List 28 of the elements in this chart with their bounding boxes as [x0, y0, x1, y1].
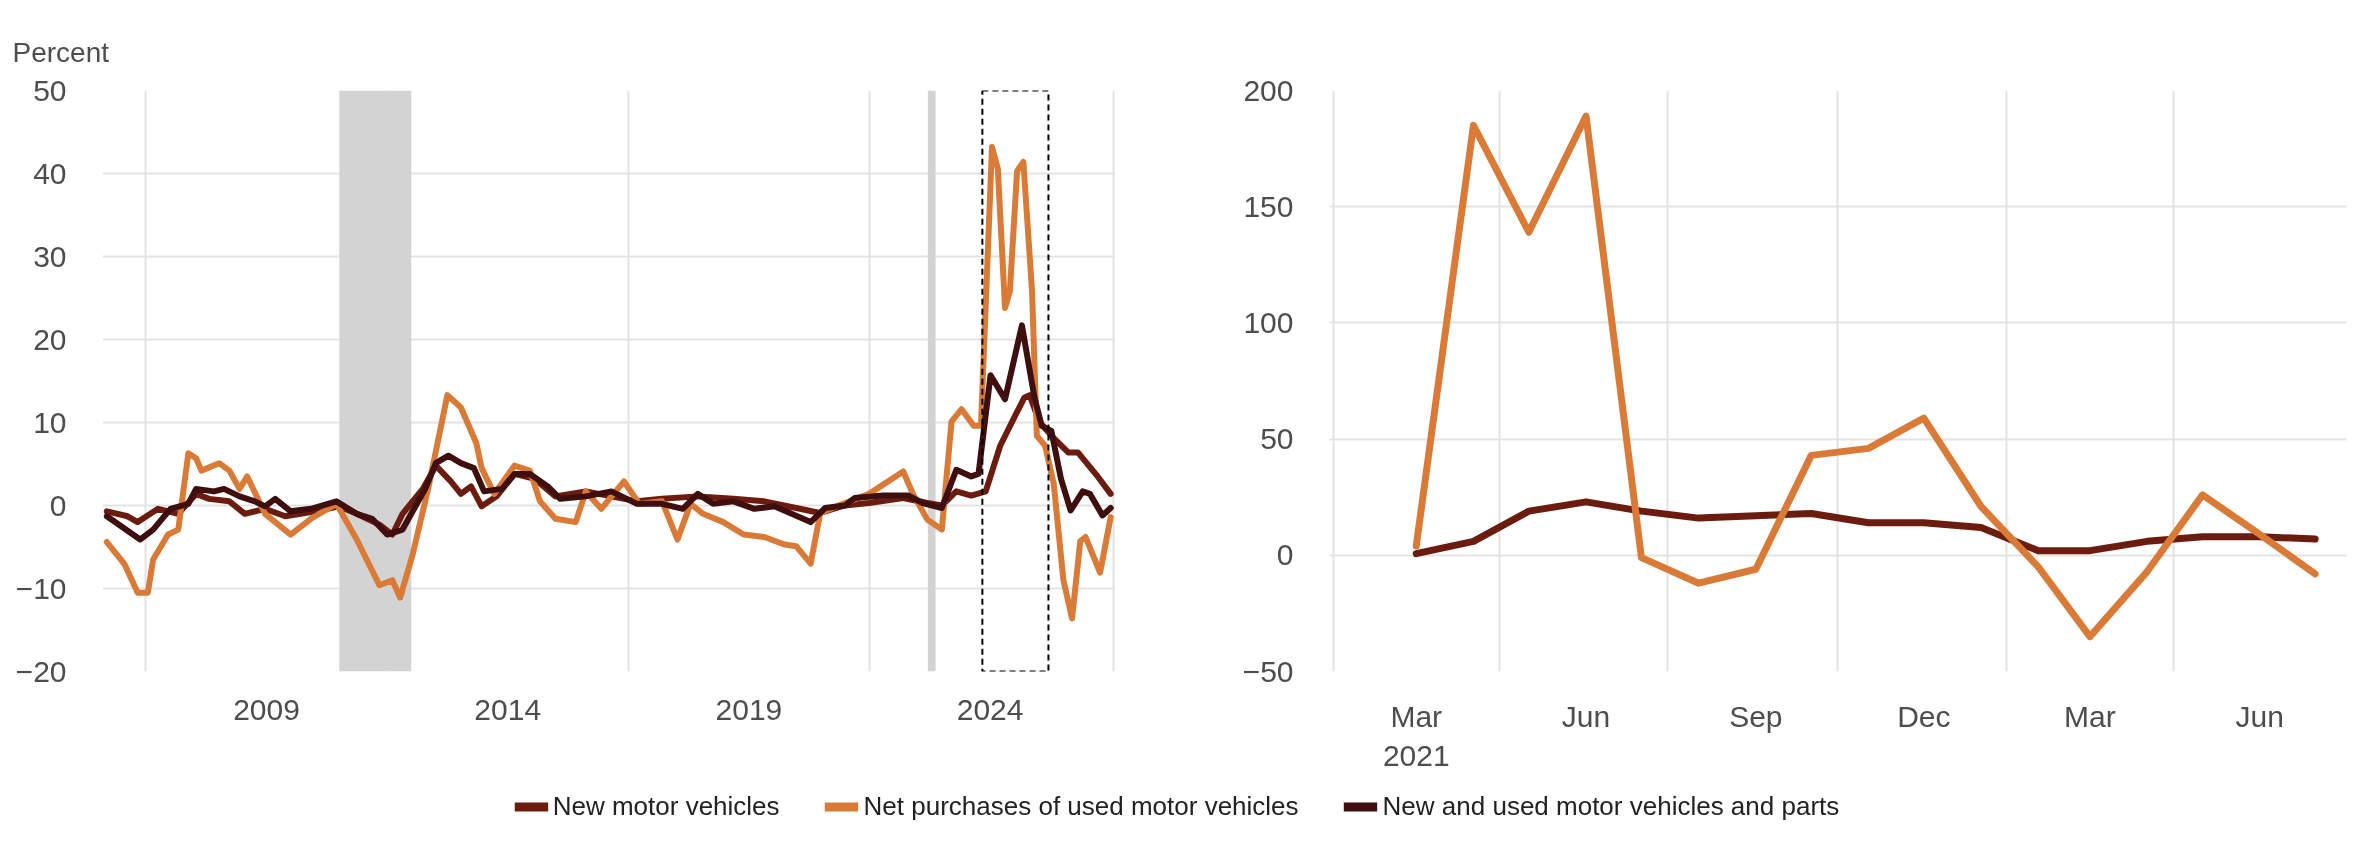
y-tick-label: 200 — [1243, 73, 1294, 107]
y-tick-label: −50 — [1242, 654, 1294, 688]
y-tick-label: 100 — [1243, 305, 1294, 339]
y-tick-label: 40 — [33, 156, 67, 190]
y-tick-label: 0 — [1276, 538, 1294, 572]
x-tick-label: 2024 — [956, 692, 1024, 726]
y-tick-label: −10 — [15, 571, 67, 605]
y-tick-label: 0 — [49, 488, 67, 522]
x-tick-label: Mar — [2064, 699, 2116, 733]
y-tick-label: 30 — [33, 239, 67, 273]
legend-label: Net purchases of used motor vehicles — [863, 790, 1299, 822]
x-tick-label: Jun — [1561, 699, 1611, 733]
x-tick-label: 2014 — [474, 692, 542, 726]
y-tick-label: 150 — [1243, 189, 1294, 223]
x-tick-label: 2019 — [715, 692, 783, 726]
y-tick-label: −20 — [15, 654, 67, 688]
legend-label: New and used motor vehicles and parts — [1382, 790, 1840, 822]
x-tick-label: Dec — [1897, 699, 1951, 733]
y-axis-title: Percent — [12, 37, 110, 68]
legend-label: New motor vehicles — [552, 790, 780, 822]
x-tick-label: Sep — [1729, 699, 1783, 733]
y-tick-label: 20 — [33, 322, 67, 356]
y-tick-label: 50 — [1260, 422, 1294, 456]
y-tick-label: 10 — [33, 405, 67, 439]
x-tick-label: Mar 2021 — [1382, 699, 1450, 773]
y-tick-label: 50 — [33, 73, 67, 107]
x-tick-label: Jun — [2235, 699, 2284, 733]
x-tick-label: 2009 — [233, 692, 300, 726]
